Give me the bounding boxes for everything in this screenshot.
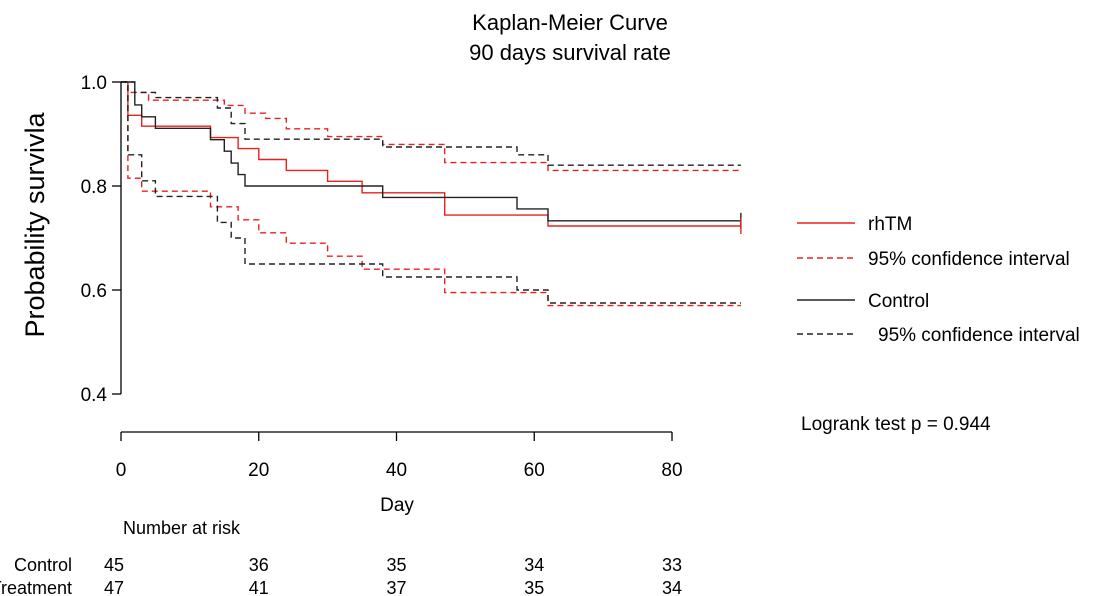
risk-count: 47 <box>104 578 124 596</box>
chart-title: Kaplan-Meier Curve <box>472 10 668 35</box>
y-axis: 0.4 0.6 0.8 1.0 <box>81 73 122 406</box>
risk-count: 34 <box>662 578 682 596</box>
legend-label-3: 95% confidence interval <box>878 325 1080 346</box>
series-line-5 <box>121 81 741 304</box>
x-axis-label: Day <box>380 495 414 516</box>
series-line-3 <box>121 81 741 222</box>
series-line-0 <box>121 81 741 227</box>
risk-count: 35 <box>386 555 406 575</box>
legend-label-2: Control <box>868 291 929 312</box>
y-tick-label: 0.6 <box>81 281 107 302</box>
x-axis: 0 20 40 60 80 <box>116 431 683 481</box>
legend: rhTM 95% confidence interval Control 95% co… <box>797 214 1080 346</box>
series-line-1 <box>121 81 741 172</box>
risk-table-title: Number at risk <box>123 518 241 538</box>
y-axis-label: Probability survivla <box>20 111 50 337</box>
series-line-2 <box>121 81 741 307</box>
risk-row-label: Control <box>14 555 72 575</box>
risk-count: 35 <box>524 578 544 596</box>
legend-label-1: 95% confidence interval <box>868 249 1070 270</box>
risk-count: 34 <box>524 555 544 575</box>
x-tick-label: 20 <box>248 460 269 481</box>
risk-count: 37 <box>386 578 406 596</box>
y-tick-label: 0.4 <box>81 385 108 406</box>
risk-count: 45 <box>104 555 124 575</box>
legend-label-0: rhTM <box>868 214 912 235</box>
y-tick-label: 0.8 <box>81 177 107 198</box>
risk-count: 41 <box>249 578 269 596</box>
x-tick-label: 40 <box>386 460 407 481</box>
chart-subtitle: 90 days survival rate <box>469 40 671 65</box>
x-tick-label: 80 <box>661 460 682 481</box>
series-line-4 <box>121 81 741 166</box>
x-tick-label: 0 <box>116 460 127 481</box>
risk-table: Control 45 36 35 34 33 Treatment 47 41 37 35 34 <box>0 555 682 596</box>
y-tick-label: 1.0 <box>81 73 107 94</box>
plot-lines <box>121 81 741 307</box>
logrank-annotation: Logrank test p = 0.944 <box>801 414 991 435</box>
risk-count: 33 <box>662 555 682 575</box>
risk-count: 36 <box>249 555 269 575</box>
risk-row-label: Treatment <box>0 578 72 596</box>
x-tick-label: 60 <box>524 460 545 481</box>
